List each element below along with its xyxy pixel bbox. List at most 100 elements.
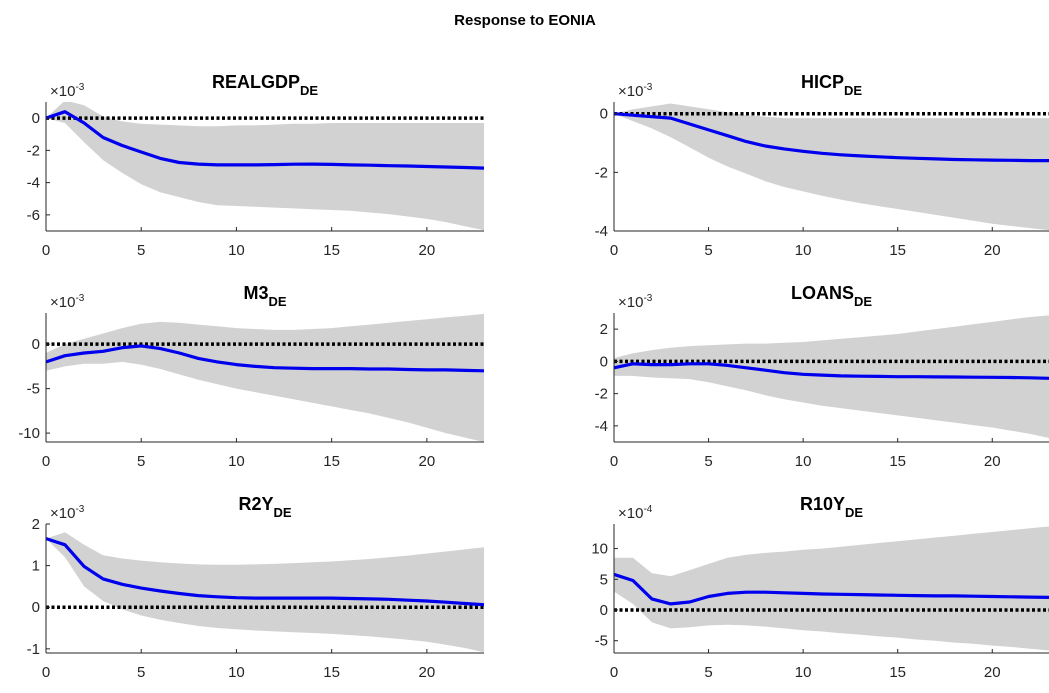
y-tick-label: 1 [32,558,40,575]
plot-area [614,315,1049,438]
axis-scale-label: ×10-4 [618,504,653,522]
y-tick-label: -4 [595,418,608,435]
x-tick-label: 10 [795,664,812,681]
x-tick-label: 10 [228,453,245,470]
x-tick-label: 10 [795,453,812,470]
x-tick-label: 5 [137,453,145,470]
y-tick-label: -5 [595,633,608,650]
x-tick-label: 0 [42,242,50,259]
x-tick-label: 20 [984,664,1001,681]
axis-scale-label: ×10-3 [50,82,85,100]
y-tick-label: -5 [27,381,40,398]
x-tick-label: 0 [42,453,50,470]
response-line [46,537,484,607]
panel-title-subscript: DE [268,294,286,309]
x-tick-label: 0 [610,664,618,681]
panel-title-main: HICP [801,72,844,92]
y-tick-label: -6 [27,207,40,224]
response-line [614,112,1049,163]
x-tick-label: 5 [704,453,712,470]
chart-panel: 0 5 10 15 20 0 -2 -4 ×10-3 HICPDE [595,72,1049,259]
axis-scale-exponent: -3 [75,504,84,515]
plot-area [46,532,484,653]
x-tick-label: 20 [419,664,436,681]
response-line [614,362,1049,380]
panel-title-main: LOANS [791,283,854,303]
panel-title-main: M3 [243,283,268,303]
plot-area [46,313,484,442]
panel-title: LOANSDE [791,283,872,309]
x-tick-label: 20 [419,453,436,470]
x-tick-label: 5 [137,242,145,259]
confidence-band [614,103,1049,231]
y-tick-label: -10 [18,425,40,442]
axis-scale-label: ×10-3 [618,82,653,100]
response-line [46,110,484,170]
chart-panel: 0 5 10 15 20 0 -5 -10 ×10-3 M3DE [18,283,484,470]
y-tick-label: -4 [27,175,40,192]
panel-title-main: R10Y [800,494,845,514]
plot-area [614,103,1049,231]
panel-title: M3DE [243,283,286,309]
x-tick-label: 15 [323,664,340,681]
y-tick-label: 0 [600,353,608,370]
confidence-band [46,313,484,442]
x-tick-label: 5 [137,664,145,681]
y-tick-label: 0 [600,106,608,123]
panel-title: REALGDPDE [212,72,318,98]
y-tick-label: 0 [32,336,40,353]
axis-scale-label: ×10-3 [50,504,85,522]
x-tick-label: 0 [610,453,618,470]
x-tick-label: 5 [704,664,712,681]
y-tick-label: 2 [32,516,40,533]
axis-scale-label: ×10-3 [618,293,653,311]
x-tick-label: 15 [889,453,906,470]
confidence-band [46,532,484,653]
plot-area [614,526,1049,651]
chart-panel: 0 5 10 15 20 0 -2 -4 -6 ×10-3 REALGDPDE [27,72,484,259]
x-tick-label: 0 [42,664,50,681]
panel-title-subscript: DE [844,83,862,98]
y-tick-label: 0 [600,602,608,619]
axis-scale-exponent: -3 [643,82,652,93]
y-tick-label: 2 [600,321,608,338]
panel-title-subscript: DE [854,294,872,309]
plot-area [46,102,484,231]
axis-scale-exponent: -3 [75,82,84,93]
axis-scale-exponent: -4 [643,504,652,515]
y-tick-label: 0 [32,599,40,616]
x-tick-label: 10 [228,242,245,259]
figure-title: Response to EONIA [454,12,596,29]
x-tick-label: 10 [228,664,245,681]
x-tick-label: 5 [704,242,712,259]
panel-title-subscript: DE [300,83,318,98]
x-tick-label: 15 [323,453,340,470]
x-tick-label: 15 [323,242,340,259]
confidence-band [614,526,1049,651]
x-tick-label: 20 [984,242,1001,259]
y-tick-label: -2 [27,142,40,159]
x-tick-label: 15 [889,664,906,681]
x-tick-label: 0 [610,242,618,259]
axis-scale-exponent: -3 [643,293,652,304]
y-tick-label: -4 [595,223,608,240]
panel-title-main: R2Y [238,494,273,514]
y-tick-label: 5 [600,571,608,588]
response-line [614,572,1049,606]
response-line [46,344,484,373]
y-tick-label: -2 [595,386,608,403]
panel-title-subscript: DE [273,505,291,520]
y-tick-label: -1 [27,641,40,658]
x-tick-label: 20 [984,453,1001,470]
x-tick-label: 15 [889,242,906,259]
x-tick-label: 10 [795,242,812,259]
y-tick-label: 0 [32,110,40,127]
y-tick-label: 10 [591,541,608,558]
panel-title: HICPDE [801,72,862,98]
panel-title-subscript: DE [845,505,863,520]
axis-scale-label: ×10-3 [50,293,85,311]
